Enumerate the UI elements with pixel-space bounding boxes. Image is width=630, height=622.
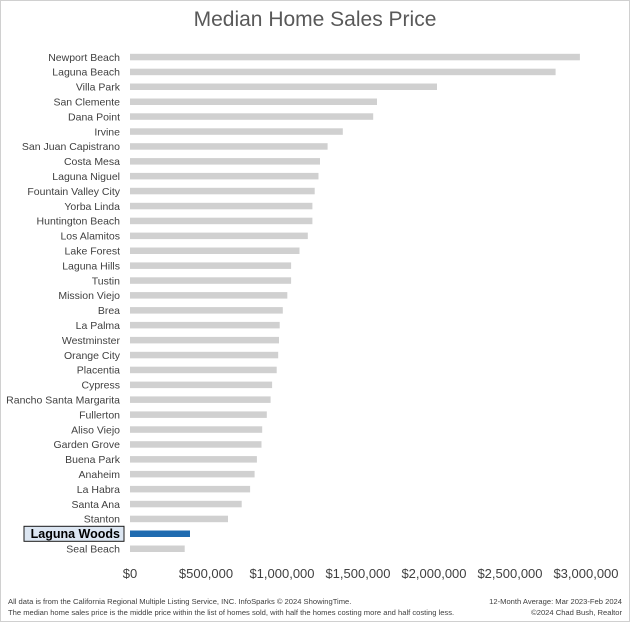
category-label: Irvine xyxy=(94,126,120,138)
category-label: Lake Forest xyxy=(65,246,121,258)
category-label: Laguna Hills xyxy=(62,260,120,272)
category-label: Garden Grove xyxy=(53,439,120,451)
bar-newport-beach xyxy=(130,53,580,61)
bar-dana-point xyxy=(130,113,374,120)
bar-la-palma xyxy=(130,321,280,329)
x-tick-label: $2,000,000 xyxy=(401,566,466,581)
category-label: Fullerton xyxy=(79,409,120,421)
bar-garden-grove xyxy=(130,441,262,448)
category-label: San Juan Capistrano xyxy=(22,141,120,153)
category-label: Fountain Valley City xyxy=(27,186,120,198)
bar-westminster xyxy=(130,336,279,344)
bar-laguna-hills xyxy=(130,262,292,269)
category-label: Los Alamitos xyxy=(60,231,120,243)
category-label: Anaheim xyxy=(79,469,121,481)
category-label: Newport Beach xyxy=(48,52,120,64)
category-label: La Habra xyxy=(77,484,120,496)
bar-los-alamitos xyxy=(130,232,308,240)
bar-yorba-linda xyxy=(130,202,313,210)
bar-laguna-woods xyxy=(130,530,190,537)
footer-credit-note: ©2024 Chad Bush, Realtor xyxy=(531,608,622,617)
x-tick-label: $500,000 xyxy=(179,566,233,581)
highlight-label-box xyxy=(23,525,125,542)
bar-brea xyxy=(130,307,283,314)
bar-san-clemente xyxy=(130,98,377,105)
bar-tustin xyxy=(130,277,292,284)
category-label: Santa Ana xyxy=(72,499,121,511)
category-label: Brea xyxy=(98,305,120,317)
bar-placentia xyxy=(130,366,277,374)
category-label: Westminster xyxy=(62,335,121,347)
bar-seal-beach xyxy=(130,545,185,552)
category-label: Laguna Niguel xyxy=(52,171,120,183)
bar-aliso-viejo xyxy=(130,426,263,433)
category-label: Orange City xyxy=(64,350,121,362)
bar-la-habra xyxy=(130,485,251,493)
category-label: La Palma xyxy=(76,320,121,332)
bar-huntington-beach xyxy=(130,217,313,225)
bar-orange-city xyxy=(130,351,279,359)
category-label: Costa Mesa xyxy=(64,156,120,168)
category-label: Villa Park xyxy=(76,82,121,94)
bar-fullerton xyxy=(130,411,267,418)
category-label: Tustin xyxy=(92,275,120,287)
bar-fountain-valley-city xyxy=(130,187,315,195)
bar-villa-park xyxy=(130,83,437,90)
bar-santa-ana xyxy=(130,500,242,508)
bar-rancho-santa-margarita xyxy=(130,396,271,403)
bar-costa-mesa xyxy=(130,158,320,165)
x-tick-label: $0 xyxy=(123,566,137,581)
footer-source-note: All data is from the California Regional… xyxy=(8,597,352,606)
category-label: Placentia xyxy=(77,365,120,377)
category-label: Dana Point xyxy=(68,111,120,123)
x-tick-label: $2,500,000 xyxy=(477,566,542,581)
category-label: Seal Beach xyxy=(66,544,120,556)
category-label: Mission Viejo xyxy=(58,290,120,302)
category-label: Yorba Linda xyxy=(64,201,120,213)
bar-mission-viejo xyxy=(130,292,288,299)
chart-title: Median Home Sales Price xyxy=(193,8,437,31)
footer-period-note: 12-Month Average: Mar 2023-Feb 2024 xyxy=(489,597,622,606)
x-tick-label: $3,000,000 xyxy=(553,566,618,581)
category-label: Cypress xyxy=(81,380,120,392)
x-tick-label: $1,000,000 xyxy=(249,566,314,581)
category-label: Rancho Santa Margarita xyxy=(6,395,120,407)
bar-laguna-niguel xyxy=(130,172,319,180)
bar-irvine xyxy=(130,128,343,135)
footer-left: All data is from the California Regional… xyxy=(8,596,454,618)
category-label: Huntington Beach xyxy=(37,216,121,228)
bar-buena-park xyxy=(130,456,257,463)
footer-right: 12-Month Average: Mar 2023-Feb 2024 ©202… xyxy=(489,596,622,618)
x-tick-label: $1,500,000 xyxy=(325,566,390,581)
bar-stanton xyxy=(130,515,228,523)
bar-laguna-beach xyxy=(130,68,556,76)
category-label: Stanton xyxy=(84,514,120,526)
category-label: Buena Park xyxy=(65,454,121,466)
category-label: San Clemente xyxy=(53,97,120,109)
bar-cypress xyxy=(130,381,273,389)
category-label: Laguna Woods xyxy=(31,527,120,541)
bar-anaheim xyxy=(130,470,255,478)
category-label: Aliso Viejo xyxy=(71,424,120,436)
category-label: Laguna Beach xyxy=(52,67,120,79)
bar-lake-forest xyxy=(130,247,300,254)
footer-definition-note: The median home sales price is the middl… xyxy=(8,608,455,617)
bar-san-juan-capistrano xyxy=(130,143,328,150)
